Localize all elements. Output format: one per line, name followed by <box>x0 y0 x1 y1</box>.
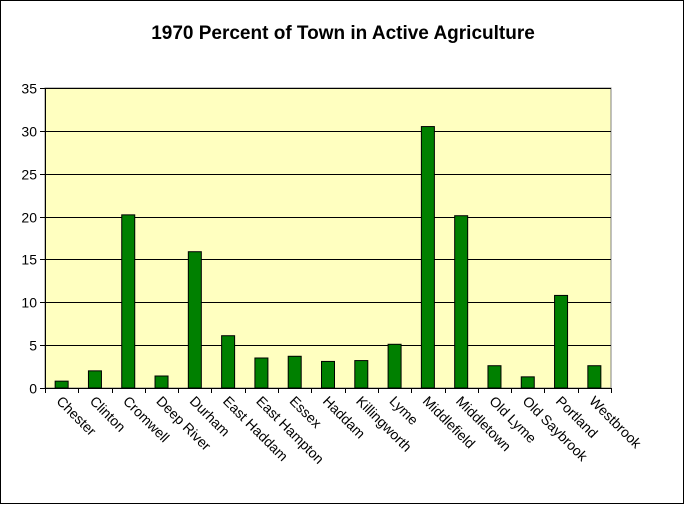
bar-lyme <box>387 343 402 389</box>
bar-east-haddam <box>221 335 236 389</box>
bar-durham <box>187 251 202 389</box>
bar-haddam <box>321 360 335 389</box>
plot-area <box>44 87 612 389</box>
bar-old-saybrook <box>520 376 535 389</box>
bar-killingworth <box>354 360 369 389</box>
y-tick-labels: 0 5 10 15 20 25 30 35 <box>21 81 37 397</box>
bar-cromwell <box>121 214 136 389</box>
gridlines <box>45 88 611 346</box>
y-tick-label: 0 <box>29 381 37 397</box>
bar-middlefield <box>420 126 435 389</box>
y-tick-label: 10 <box>21 295 37 311</box>
bar-portland <box>554 294 569 389</box>
bar-clinton <box>87 370 102 389</box>
y-tick-label: 20 <box>21 210 37 226</box>
y-tick-label: 5 <box>29 338 37 354</box>
bars <box>54 126 602 389</box>
y-tick-label: 30 <box>21 124 37 140</box>
bar-westbrook <box>587 365 602 389</box>
bar-deep-river <box>154 375 169 389</box>
y-tick-label: 35 <box>21 81 37 97</box>
y-tick-label: 25 <box>21 167 37 183</box>
y-tick-label: 15 <box>21 252 37 268</box>
bar-chester <box>54 380 69 389</box>
bar-middletown <box>454 215 469 389</box>
bar-east-hampton <box>254 357 269 389</box>
axes <box>40 88 612 393</box>
bar-essex <box>287 355 302 389</box>
bar-old-lyme <box>487 365 502 389</box>
chart-title: 1970 Percent of Town in Active Agricultu… <box>151 23 535 44</box>
